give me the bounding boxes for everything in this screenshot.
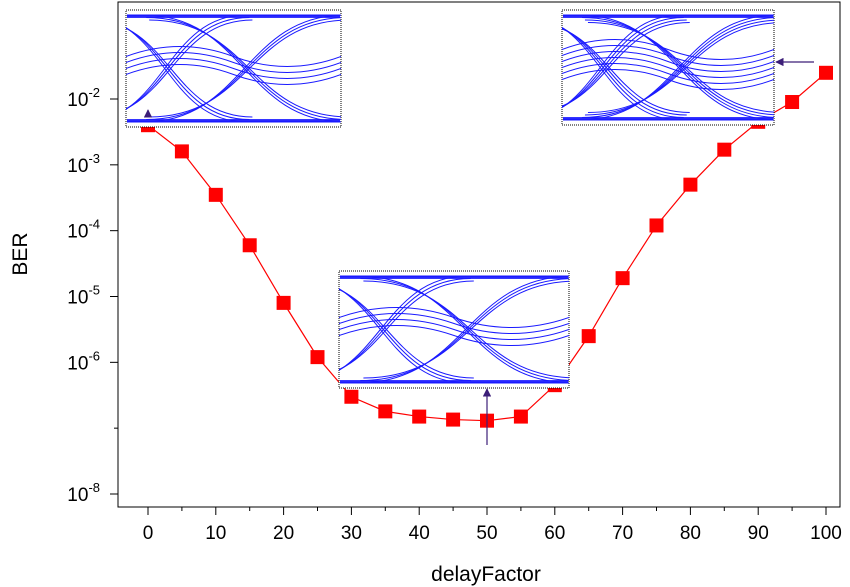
x-tick-label: 60 (544, 523, 565, 544)
data-point-marker (615, 271, 630, 286)
data-point-marker (276, 295, 291, 310)
data-point-marker (446, 412, 461, 427)
plot-frame (117, 1, 841, 508)
arrows-group (143, 57, 814, 445)
x-axis-title: delayFactor (431, 563, 541, 586)
y-tick-label: 10-2 (67, 85, 100, 111)
data-point-marker (513, 409, 528, 424)
data-point-marker (378, 404, 393, 419)
data-point-marker (344, 389, 359, 404)
data-point-marker (174, 144, 189, 159)
insets-group (125, 9, 775, 389)
x-tick-label: 80 (680, 523, 701, 544)
y-axis-title: BER (9, 232, 32, 275)
eye-diagram-inset-center (338, 270, 570, 389)
data-point-marker (717, 142, 732, 157)
x-tick-label: 40 (409, 523, 430, 544)
y-tick-label: 10-4 (67, 217, 100, 243)
data-point-marker (310, 350, 325, 365)
x-tick-label: 100 (810, 523, 842, 544)
x-tick-label: 0 (143, 523, 154, 544)
data-point-marker (412, 409, 427, 424)
data-point-marker (242, 238, 257, 253)
y-tick-label: 10-3 (67, 151, 100, 177)
y-tick-label: 10-8 (67, 480, 100, 506)
data-point-marker (819, 65, 833, 80)
data-point-marker (683, 177, 698, 192)
eye-diagram-inset-right (561, 9, 775, 126)
x-tick-label: 90 (748, 523, 769, 544)
data-point-marker (649, 218, 664, 233)
y-tick-label: 10-6 (67, 348, 100, 374)
y-axis-ticks: 10-8 10-6 10-5 10-4 10-3 10-2 (67, 85, 118, 506)
x-tick-label: 20 (273, 523, 294, 544)
x-tick-label: 70 (612, 523, 633, 544)
data-point-marker (581, 329, 596, 344)
x-axis-ticks: 0 10 20 30 40 50 60 70 80 90 100 (143, 507, 842, 544)
eye-diagram-inset-left (125, 9, 342, 128)
data-point-marker (208, 187, 223, 202)
x-tick-label: 30 (341, 523, 362, 544)
y-tick-label: 10-5 (67, 283, 100, 309)
x-tick-label: 50 (476, 523, 497, 544)
data-point-marker (785, 95, 800, 110)
x-tick-label: 10 (205, 523, 226, 544)
